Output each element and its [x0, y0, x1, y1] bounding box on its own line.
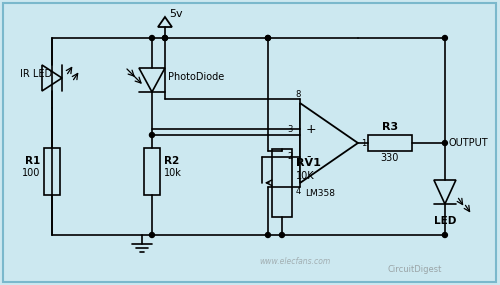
Text: 5v: 5v: [169, 9, 182, 19]
Bar: [44, 148, 60, 195]
Text: 2: 2: [288, 152, 293, 161]
FancyBboxPatch shape: [3, 3, 496, 282]
Text: LM358: LM358: [305, 189, 335, 198]
Circle shape: [266, 36, 270, 40]
Text: RV1: RV1: [296, 158, 321, 168]
Text: -: -: [306, 150, 310, 163]
Text: 4: 4: [296, 187, 300, 196]
Text: 1: 1: [361, 139, 366, 148]
Text: 100: 100: [22, 168, 40, 178]
Circle shape: [266, 233, 270, 237]
Bar: [272, 148, 292, 217]
Text: 10k: 10k: [164, 168, 182, 178]
Text: 330: 330: [380, 153, 399, 163]
Circle shape: [162, 36, 168, 40]
Circle shape: [280, 233, 284, 237]
Circle shape: [442, 36, 448, 40]
Circle shape: [442, 233, 448, 237]
Text: CircuitDigest: CircuitDigest: [388, 266, 442, 274]
Text: R3: R3: [382, 122, 398, 132]
Circle shape: [150, 233, 154, 237]
Text: OUTPUT: OUTPUT: [449, 138, 488, 148]
Text: PhotoDiode: PhotoDiode: [168, 72, 224, 82]
Circle shape: [162, 36, 168, 40]
Text: 8: 8: [296, 90, 300, 99]
Text: www.elecfans.com: www.elecfans.com: [260, 258, 330, 266]
Text: R2: R2: [164, 156, 179, 166]
Bar: [144, 148, 160, 195]
Text: R1: R1: [24, 156, 40, 166]
Circle shape: [442, 141, 448, 146]
Circle shape: [150, 36, 154, 40]
Bar: [368, 135, 412, 151]
Text: LED: LED: [434, 216, 456, 226]
Circle shape: [150, 133, 154, 137]
Text: 10K: 10K: [296, 171, 314, 181]
Text: IR LED: IR LED: [20, 69, 52, 79]
Text: +: +: [306, 123, 316, 136]
Circle shape: [266, 36, 270, 40]
Text: 3: 3: [288, 125, 293, 134]
